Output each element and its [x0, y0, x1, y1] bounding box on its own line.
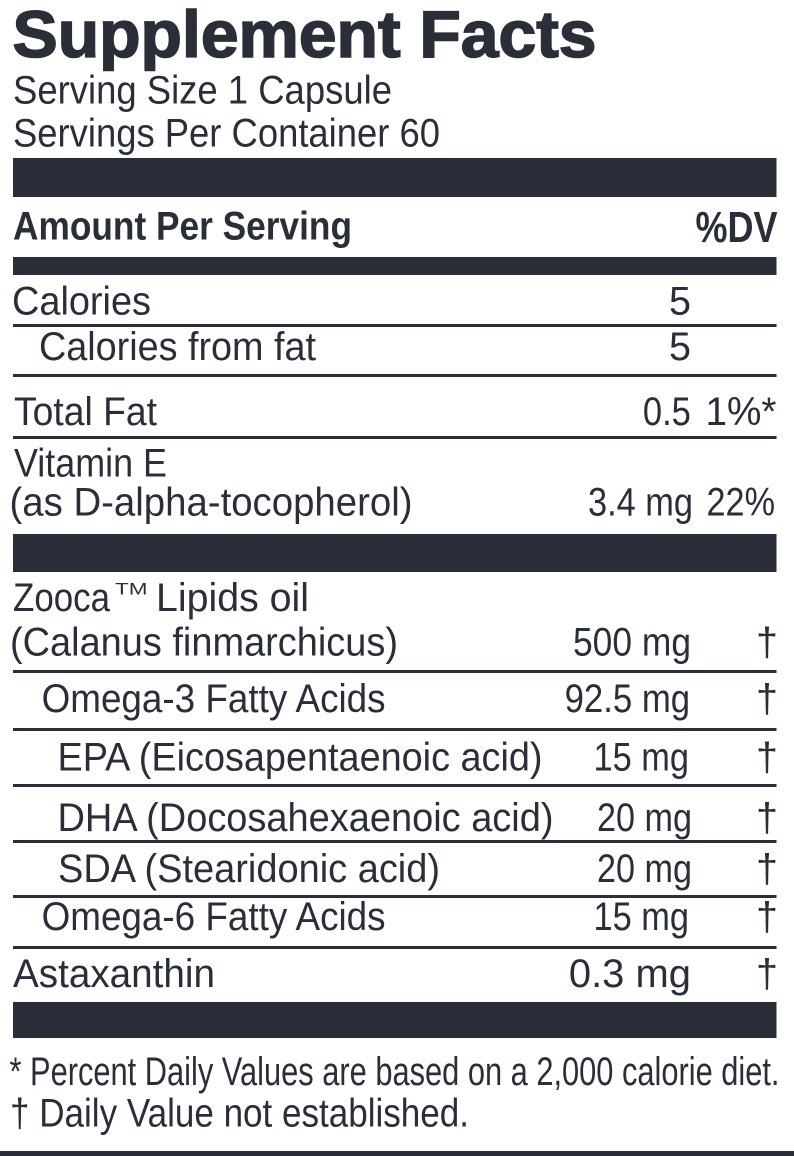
svg-text:Calories from fat: Calories from fat [39, 325, 316, 369]
svg-text:1%*: 1%* [706, 390, 777, 434]
svg-text:15 mg: 15 mg [594, 895, 690, 939]
svg-text:†: † [756, 796, 778, 840]
svg-text:Omega-3 Fatty Acids: Omega-3 Fatty Acids [42, 677, 386, 721]
svg-text:Omega-6 Fatty Acids: Omega-6 Fatty Acids [42, 895, 386, 939]
svg-text:* Percent Daily Values are bas: * Percent Daily Values are based on a 2,… [10, 1050, 780, 1094]
svg-text:Supplement Facts: Supplement Facts [13, 0, 597, 71]
svg-text:0.5: 0.5 [643, 390, 691, 434]
svg-text:Lipids oil: Lipids oil [156, 576, 309, 620]
svg-text:22%: 22% [707, 481, 776, 525]
svg-text:Vitamin E: Vitamin E [14, 442, 167, 486]
svg-text:92.5 mg: 92.5 mg [565, 677, 691, 721]
svg-text:Amount Per Serving: Amount Per Serving [13, 205, 352, 249]
svg-text:Calories: Calories [12, 280, 151, 324]
svg-text:500 mg: 500 mg [573, 621, 691, 665]
svg-text:20 mg: 20 mg [597, 796, 692, 840]
svg-text:EPA (Eicosapentaenoic acid): EPA (Eicosapentaenoic acid) [58, 735, 543, 779]
svg-text:3.4 mg: 3.4 mg [588, 481, 693, 525]
svg-text:Astaxanthin: Astaxanthin [13, 952, 215, 996]
svg-text:Serving Size 1 Capsule: Serving Size 1 Capsule [13, 69, 392, 113]
svg-text:†: † [756, 621, 778, 665]
svg-text:†: † [756, 847, 778, 891]
svg-text:15 mg: 15 mg [594, 735, 690, 779]
svg-text:†: † [756, 735, 778, 779]
svg-text:DHA (Docosahexaenoic acid): DHA (Docosahexaenoic acid) [58, 796, 554, 840]
svg-text:5: 5 [669, 325, 691, 369]
svg-text:†: † [756, 677, 778, 721]
svg-text:†: † [756, 895, 778, 939]
svg-text:0.3 mg: 0.3 mg [569, 952, 691, 996]
svg-text:TM: TM [115, 580, 148, 599]
svg-text:Total Fat: Total Fat [14, 390, 157, 434]
svg-text:20 mg: 20 mg [597, 847, 692, 891]
svg-text:(as D-alpha-tocopherol): (as D-alpha-tocopherol) [10, 481, 413, 525]
svg-text:SDA (Stearidonic acid): SDA (Stearidonic acid) [58, 847, 440, 891]
svg-text:† Daily Value not established.: † Daily Value not established. [10, 1092, 469, 1136]
svg-text:5: 5 [669, 280, 691, 324]
svg-text:Zooca: Zooca [13, 576, 110, 620]
svg-text:†: † [756, 952, 778, 996]
svg-text:(Calanus finmarchicus): (Calanus finmarchicus) [10, 621, 398, 665]
svg-text:%DV: %DV [696, 203, 779, 252]
svg-text:Servings Per Container 60: Servings Per Container 60 [13, 112, 440, 156]
